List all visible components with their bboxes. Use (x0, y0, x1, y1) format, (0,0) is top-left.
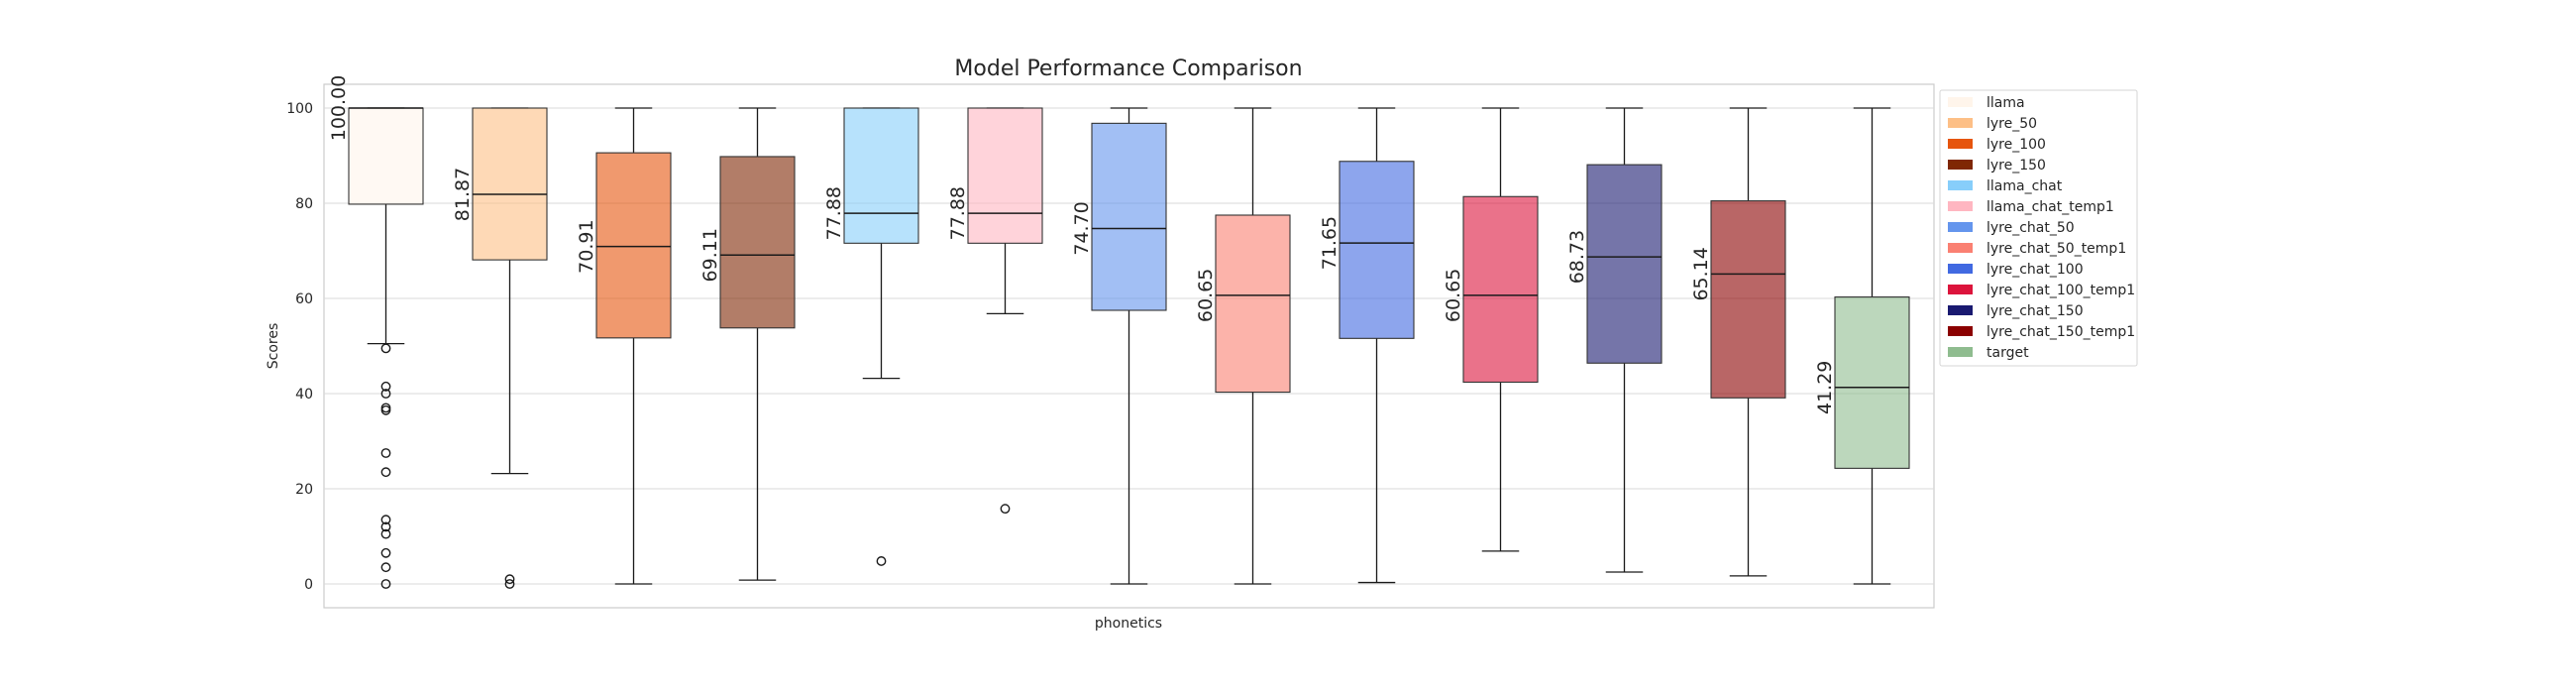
median-label: 77.88 (823, 186, 845, 240)
legend-swatch (1948, 305, 1973, 315)
outlier-point (380, 343, 391, 354)
box-lyre_50 (472, 107, 548, 589)
median-label: 77.88 (947, 186, 969, 240)
legend-swatch (1948, 160, 1973, 170)
median-label: 100.00 (328, 75, 350, 141)
outlier-point (380, 547, 391, 558)
outlier-point (380, 515, 391, 525)
outlier-point (380, 562, 391, 573)
y-tick-label: 40 (295, 387, 313, 403)
box-lyre_chat_100 (1339, 107, 1415, 584)
box-lyre_chat_150 (1586, 107, 1663, 573)
legend-label: target (1986, 345, 2029, 361)
legend-label: lyre_150 (1986, 158, 2046, 174)
legend-swatch (1948, 180, 1973, 190)
median-label: 81.87 (452, 168, 474, 221)
legend-swatch (1948, 118, 1973, 128)
box-body (348, 107, 424, 205)
legend-swatch (1948, 326, 1973, 336)
x-axis-label: phonetics (1095, 616, 1162, 632)
chart-title: Model Performance Comparison (954, 57, 1302, 81)
y-tick-labels: 0 20 40 60 80 100 (286, 101, 313, 593)
legend-swatch (1948, 243, 1973, 253)
legend-label: llama (1986, 95, 2025, 111)
legend-label: llama_chat (1986, 178, 2063, 194)
legend: llama lyre_50 lyre_100 lyre_150 llama_chatll… (1939, 89, 2138, 367)
box-body (1339, 161, 1415, 339)
median-label: 41.29 (1814, 361, 1836, 414)
legend-label: lyre_chat_100 (1986, 262, 2084, 278)
box-body (843, 107, 919, 244)
box-lyre_chat_100_temp1 (1462, 107, 1539, 552)
outlier-point (380, 389, 391, 399)
median-label: 60.65 (1195, 269, 1217, 322)
legend-label: lyre_chat_150 (1986, 303, 2084, 319)
outlier-point (504, 574, 515, 585)
outlier-point (1000, 504, 1011, 515)
box-target (1834, 107, 1910, 585)
legend-label: lyre_100 (1986, 137, 2046, 153)
box-lyre_100 (595, 107, 672, 585)
box-lyre_150 (719, 107, 796, 581)
box-lyre_chat_150_temp1 (1710, 107, 1786, 577)
box-body (1586, 164, 1663, 364)
legend-label: lyre_50 (1986, 116, 2037, 132)
box-body (1215, 214, 1291, 394)
box-lyre_chat_50_temp1 (1215, 107, 1291, 585)
legend-swatch (1948, 264, 1973, 274)
outlier-point (380, 579, 391, 589)
box-body (967, 107, 1043, 244)
outlier-point (504, 579, 515, 589)
outlier-point (380, 381, 391, 392)
legend-label: lyre_chat_150_temp1 (1986, 324, 2135, 340)
legend-swatch (1948, 97, 1973, 107)
y-tick-label: 100 (286, 101, 313, 117)
legend-swatch (1948, 347, 1973, 357)
box-llama_chat (843, 107, 919, 566)
y-tick-label: 0 (304, 577, 313, 593)
legend-swatch (1948, 201, 1973, 211)
outlier-point (876, 556, 887, 566)
box-body (1462, 195, 1539, 384)
median-label: 70.91 (576, 219, 597, 273)
median-label: 69.11 (699, 228, 721, 282)
y-tick-label: 60 (295, 291, 313, 307)
median-labels: 100.00 81.87 70.91 69.11 77.88 77.88 74.70 60.6… (328, 75, 1836, 414)
box-llama_chat_temp1 (967, 107, 1043, 515)
boxes (348, 107, 1910, 589)
median-label: 60.65 (1443, 269, 1464, 322)
legend-label: lyre_chat_50_temp1 (1986, 241, 2126, 257)
legend-label: lyre_chat_100_temp1 (1986, 283, 2135, 298)
box-body (1091, 122, 1167, 311)
y-axis-label: Scores (266, 323, 281, 370)
box-lyre_chat_50 (1091, 107, 1167, 585)
box-body (1710, 200, 1786, 399)
y-tick-label: 80 (295, 196, 313, 212)
median-label: 74.70 (1071, 201, 1093, 255)
legend-label: lyre_chat_50 (1986, 220, 2075, 236)
box-body (472, 107, 548, 261)
median-label: 65.14 (1690, 247, 1712, 300)
box-body (595, 152, 672, 339)
legend-swatch (1948, 285, 1973, 294)
outlier-point (380, 528, 391, 539)
box-body (1834, 296, 1910, 469)
box-llama (348, 107, 424, 589)
outlier-point (380, 521, 391, 532)
legend-swatch (1948, 139, 1973, 149)
median-label: 68.73 (1566, 230, 1588, 284)
legend-label: llama_chat_temp1 (1986, 199, 2114, 215)
box-body (719, 156, 796, 329)
outlier-point (380, 405, 391, 415)
median-label: 71.65 (1319, 216, 1341, 270)
y-tick-label: 20 (295, 482, 313, 498)
outlier-point (380, 448, 391, 458)
outlier-point (380, 467, 391, 478)
legend-frame (1939, 89, 2138, 367)
legend-swatch (1948, 222, 1973, 232)
